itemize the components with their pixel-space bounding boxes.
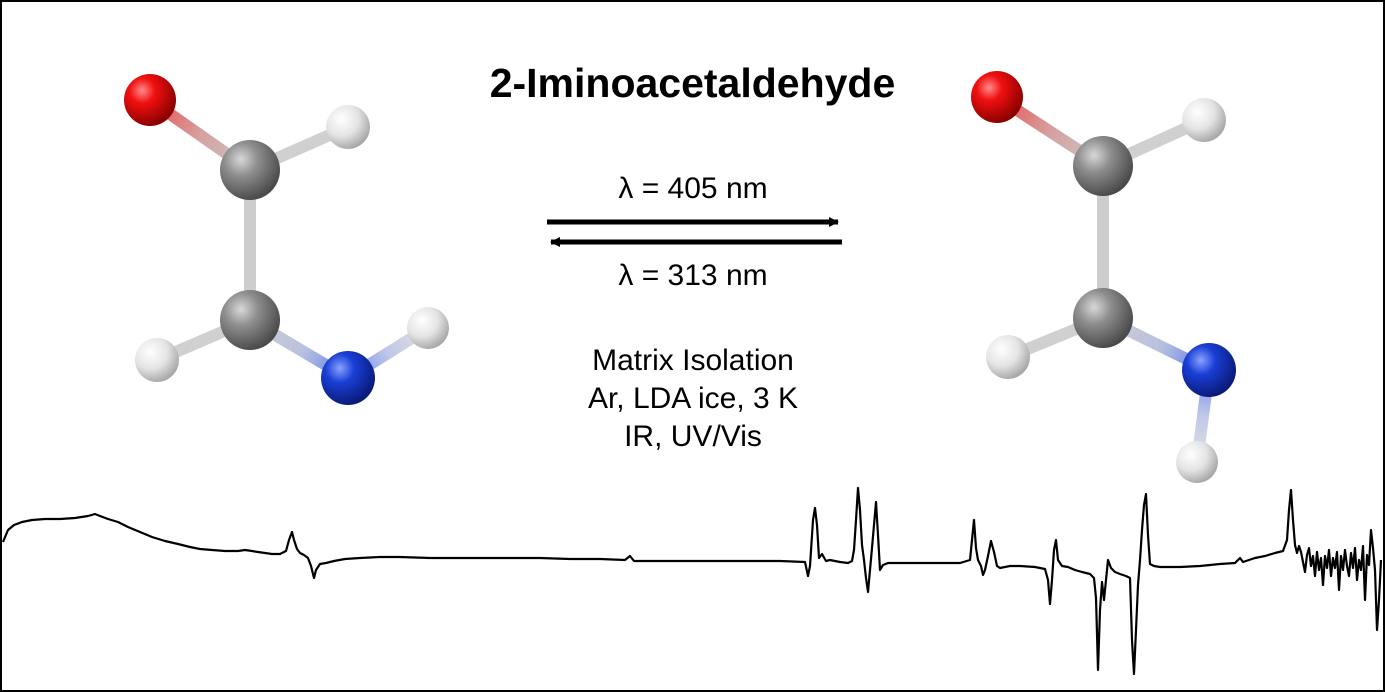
left-bonds	[150, 100, 428, 378]
condition-line: Ar, LDA ice, 3 K	[493, 380, 893, 418]
hydrogen-atom	[986, 335, 1030, 379]
condition-line: IR, UV/Vis	[493, 418, 893, 456]
ir-spectrum-trace	[3, 488, 1381, 674]
hydrogen-atom	[326, 105, 370, 149]
nitrogen-atom	[1182, 343, 1236, 397]
forward-wavelength-label: λ = 405 nm	[493, 172, 893, 206]
hydrogen-atom	[407, 307, 449, 349]
carbon-atom	[220, 140, 280, 200]
right-molecule	[971, 71, 1236, 483]
nitrogen-atom	[321, 351, 375, 405]
carbon-atom	[1073, 288, 1133, 348]
experimental-conditions: Matrix Isolation Ar, LDA ice, 3 K IR, UV…	[493, 342, 893, 456]
carbon-atom	[220, 290, 280, 350]
carbon-atom	[1073, 136, 1133, 196]
hydrogen-atom	[135, 338, 179, 382]
figure-title: 2-Iminoacetaldehyde	[0, 60, 1385, 107]
condition-line: Matrix Isolation	[493, 342, 893, 380]
reverse-wavelength-label: λ = 313 nm	[493, 259, 893, 293]
left-molecule	[124, 74, 449, 405]
equilibrium-arrows	[547, 222, 842, 242]
hydrogen-atom	[1176, 441, 1218, 483]
